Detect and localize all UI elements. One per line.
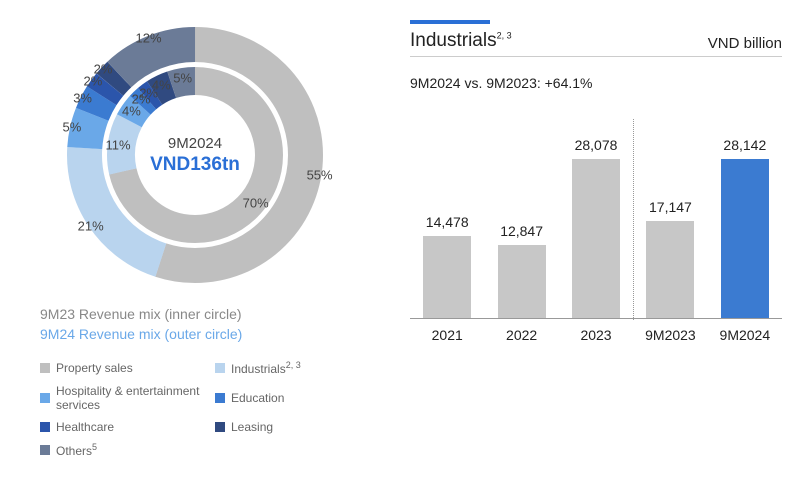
bar-label: 2022 bbox=[484, 327, 558, 343]
bar-value: 14,478 bbox=[426, 214, 469, 230]
bar-rect bbox=[498, 245, 546, 318]
bar-unit: VND billion bbox=[708, 35, 782, 52]
bar-subtitle: 9M2024 vs. 9M2023: +64.1% bbox=[410, 75, 782, 91]
bar-rect bbox=[423, 236, 471, 318]
legend-label: Others5 bbox=[56, 442, 97, 458]
legend-swatch bbox=[215, 363, 225, 373]
bar-value: 17,147 bbox=[649, 199, 692, 215]
bar-col-9M2024: 28,142 bbox=[708, 137, 782, 318]
legend-swatch bbox=[40, 393, 50, 403]
legend-item-hospitality: Hospitality & entertainment services bbox=[40, 380, 215, 416]
bar-accent bbox=[410, 20, 490, 24]
bar-value: 28,078 bbox=[575, 137, 618, 153]
legend-item-others: Others5 bbox=[40, 438, 220, 462]
legend-item-industrials: Industrials2, 3 bbox=[215, 356, 390, 380]
right-panel: Industrials2, 3 VND billion 9M2024 vs. 9… bbox=[400, 0, 812, 503]
bar-col-9M2023: 17,147 bbox=[633, 199, 707, 318]
bar-col-2021: 14,478 bbox=[410, 214, 484, 318]
legend-swatch bbox=[40, 422, 50, 432]
bar-rect bbox=[721, 159, 769, 318]
legend-item-healthcare: Healthcare bbox=[40, 416, 215, 438]
bar-col-2022: 12,847 bbox=[484, 223, 558, 318]
bar-rect bbox=[572, 159, 620, 318]
bar-chart: 14,478 12,847 28,078 17,147 28,142 bbox=[410, 119, 782, 319]
bar-label: 9M2024 bbox=[708, 327, 782, 343]
bar-value: 28,142 bbox=[723, 137, 766, 153]
donut-chart: 9M2024 VND136tn 55%21%5%3%2%2%12%70%11%4… bbox=[50, 10, 340, 300]
legend-label: Education bbox=[231, 391, 284, 405]
legend: Property sales Industrials2, 3 Hospitality… bbox=[40, 356, 390, 462]
bar-label: 9M2023 bbox=[633, 327, 707, 343]
caption-outer: 9M24 Revenue mix (outer circle) bbox=[40, 326, 390, 342]
bar-label: 2023 bbox=[559, 327, 633, 343]
bar-label: 2021 bbox=[410, 327, 484, 343]
legend-swatch bbox=[40, 445, 50, 455]
legend-label: Healthcare bbox=[56, 420, 114, 434]
donut-svg bbox=[50, 10, 340, 300]
legend-label: Property sales bbox=[56, 361, 133, 375]
legend-item-leasing: Leasing bbox=[215, 416, 390, 438]
donut-captions: 9M23 Revenue mix (inner circle) 9M24 Rev… bbox=[40, 306, 390, 342]
legend-swatch bbox=[215, 393, 225, 403]
bar-title-row: Industrials2, 3 VND billion bbox=[410, 30, 782, 57]
bar-title: Industrials2, 3 bbox=[410, 30, 512, 52]
bar-value: 12,847 bbox=[500, 223, 543, 239]
bar-col-2023: 28,078 bbox=[559, 137, 633, 318]
caption-inner: 9M23 Revenue mix (inner circle) bbox=[40, 306, 390, 322]
legend-swatch bbox=[40, 363, 50, 373]
bar-labels: 2021202220239M20239M2024 bbox=[410, 327, 782, 343]
legend-swatch bbox=[215, 422, 225, 432]
left-panel: 9M2024 VND136tn 55%21%5%3%2%2%12%70%11%4… bbox=[0, 0, 400, 503]
legend-label: Leasing bbox=[231, 420, 273, 434]
bar-rect bbox=[646, 221, 694, 318]
legend-label: Industrials2, 3 bbox=[231, 360, 301, 376]
legend-item-education: Education bbox=[215, 380, 390, 416]
legend-item-property: Property sales bbox=[40, 356, 215, 380]
legend-label: Hospitality & entertainment services bbox=[56, 384, 215, 412]
